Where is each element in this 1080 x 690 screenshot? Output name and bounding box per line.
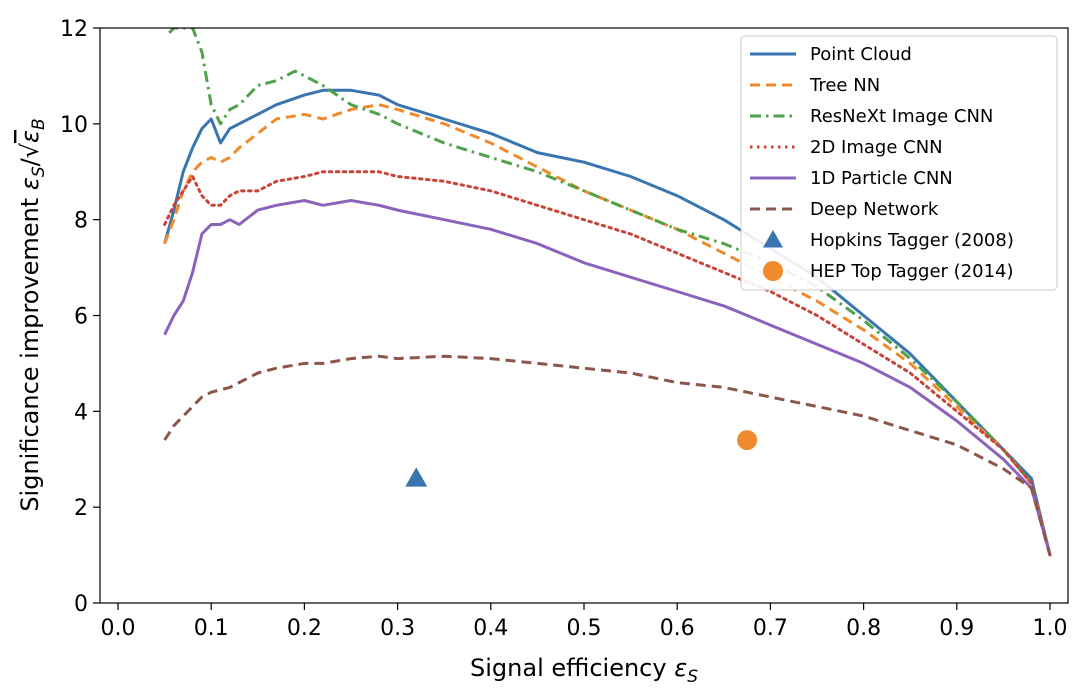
- series-line-deep-network: [163, 354, 1052, 556]
- y-axis-label-symbol-b: ε: [16, 130, 44, 143]
- x-axis-ticks: 0.0 0.1 0.2 0.3 0.4 0.5 0.6 0.7 0.8 0.9 1.0: [101, 603, 1068, 641]
- legend-swatch-hopkins-tagger-2008: [763, 230, 783, 248]
- y-axis-label-divide: /√: [16, 142, 44, 166]
- y-tick-label: 4: [74, 400, 88, 425]
- y-axis-label-subscript-b: B: [29, 118, 49, 130]
- x-tick-label: 0.1: [194, 616, 229, 641]
- marker-hep-top-tagger-2014: [737, 430, 758, 451]
- y-axis-label-symbol-s: ε: [16, 177, 44, 190]
- y-tick-label: 10: [60, 113, 88, 138]
- y-axis-label-subscript-s: S: [29, 166, 49, 177]
- y-tick-label: 0: [74, 592, 88, 617]
- x-axis-label-text: Signal efficiency: [470, 654, 674, 682]
- legend-label-1d-particle-cnn: 1D Particle CNN: [810, 168, 953, 189]
- x-tick-label: 0.6: [660, 616, 695, 641]
- x-axis-label-symbol: ε: [674, 654, 687, 682]
- y-axis-label: Significance improvement εS/√εB: [16, 118, 49, 511]
- y-tick-label: 12: [60, 17, 88, 42]
- y-tick-label: 6: [74, 305, 88, 330]
- x-tick-label: 0.7: [753, 616, 788, 641]
- x-axis-label: Signal efficiency εS: [470, 654, 698, 687]
- x-tick-label: 0.8: [846, 616, 881, 641]
- series-layer: [163, 28, 1052, 557]
- x-tick-label: 0.4: [473, 616, 508, 641]
- y-tick-label: 8: [74, 209, 88, 234]
- x-tick-label: 1.0: [1033, 616, 1068, 641]
- plot-frame: [99, 27, 1069, 604]
- legend-label-hep-top-tagger-2014: HEP Top Tagger (2014): [810, 261, 1014, 282]
- x-axis-label-subscript: S: [687, 667, 698, 687]
- series-line-tree-nn: [163, 103, 1052, 556]
- y-axis-ticks: 0 2 4 6 8 10 12: [60, 17, 100, 617]
- legend-label-deep-network: Deep Network: [810, 199, 939, 220]
- legend-label-resnext-image-cnn: ResNeXt Image CNN: [810, 106, 993, 127]
- legend-box: [740, 35, 1058, 291]
- series-line-1d-particle-cnn: [163, 199, 1052, 556]
- marker-layer: [405, 430, 758, 487]
- legend-label-2d-image-cnn: 2D Image CNN: [810, 137, 943, 158]
- series-line-resnext-image-cnn: [168, 28, 1052, 556]
- marker-hopkins-tagger-2008: [405, 467, 428, 487]
- y-tick-label: 2: [74, 496, 88, 521]
- x-tick-label: 0.9: [939, 616, 974, 641]
- legend-label-tree-nn: Tree NN: [809, 75, 880, 96]
- x-tick-label: 0.2: [287, 616, 322, 641]
- x-tick-label: 0.3: [380, 616, 415, 641]
- x-tick-label: 0.0: [101, 616, 136, 641]
- legend-label-point-cloud: Point Cloud: [810, 44, 912, 65]
- series-line-2d-image-cnn: [163, 170, 1052, 557]
- legend-label-hopkins-tagger-2008: Hopkins Tagger (2008): [810, 230, 1014, 251]
- x-tick-label: 0.5: [567, 616, 602, 641]
- legend-swatch-hep-top-tagger-2014: [763, 261, 783, 281]
- series-line-point-cloud: [163, 88, 1052, 556]
- legend-entries: Point Cloud Tree NN ResNeXt Image CNN 2D Im…: [750, 44, 1014, 282]
- y-axis-label-text: Significance improvement: [16, 190, 44, 512]
- legend: Point Cloud Tree NN ResNeXt Image CNN 2D Im…: [740, 35, 1058, 291]
